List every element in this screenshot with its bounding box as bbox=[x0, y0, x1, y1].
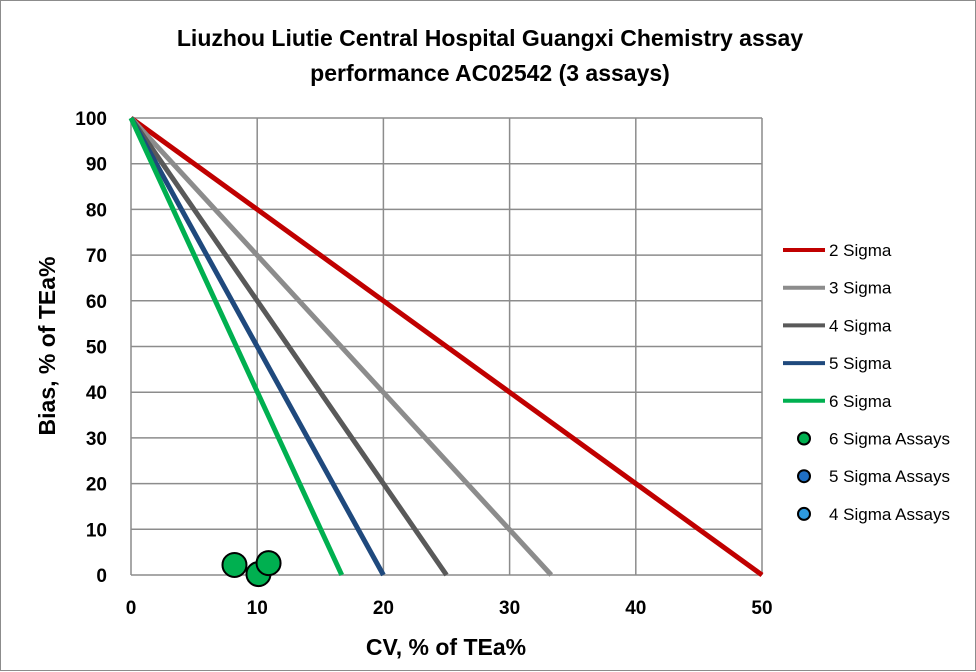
y-axis-title: Bias, % of TEa% bbox=[34, 257, 60, 436]
y-tick-label: 40 bbox=[86, 383, 107, 404]
series-line-3-sigma bbox=[129, 116, 554, 577]
legend-label: 2 Sigma bbox=[829, 241, 892, 260]
legend-label: 6 Sigma bbox=[829, 392, 892, 411]
y-tick-label: 30 bbox=[86, 429, 107, 450]
x-axis-title: CV, % of TEa% bbox=[366, 634, 526, 660]
legend: 2 Sigma 3 Sigma 4 Sigma 5 Sigma 6 Sigma 6 Sig… bbox=[783, 241, 950, 524]
legend-marker bbox=[797, 506, 811, 521]
legend-item-4-sigma: 4 Sigma bbox=[783, 316, 892, 335]
series-line-6-sigma bbox=[128, 116, 345, 577]
y-tick-label: 50 bbox=[86, 338, 107, 359]
series-line-4-sigma bbox=[128, 116, 449, 577]
x-tick-label: 30 bbox=[499, 598, 520, 619]
x-tick-label: 20 bbox=[373, 598, 394, 619]
legend-marker bbox=[797, 469, 811, 484]
y-tick-label: 10 bbox=[86, 520, 107, 541]
legend-label: 5 Sigma bbox=[829, 354, 892, 373]
legend-item-3-sigma: 3 Sigma bbox=[783, 279, 892, 298]
sigma-lines bbox=[128, 115, 764, 578]
y-tick-label: 80 bbox=[86, 200, 107, 221]
x-axis-ticks: 0 10 20 30 40 50 bbox=[126, 598, 773, 619]
legend-label: 4 Sigma Assays bbox=[829, 505, 950, 524]
y-tick-label: 0 bbox=[96, 566, 107, 587]
y-tick-label: 20 bbox=[86, 475, 107, 496]
assay-point bbox=[255, 550, 282, 577]
legend-item-2-sigma: 2 Sigma bbox=[783, 241, 892, 260]
series-line-5-sigma bbox=[128, 116, 386, 577]
x-tick-label: 0 bbox=[126, 598, 137, 619]
legend-label: 5 Sigma Assays bbox=[829, 467, 950, 486]
legend-item-5-sigma-assays: 5 Sigma Assays bbox=[797, 467, 950, 486]
assay-points bbox=[221, 550, 282, 588]
legend-item-4-sigma-assays: 4 Sigma Assays bbox=[797, 505, 950, 524]
series-line-2-sigma bbox=[129, 115, 764, 578]
y-tick-label: 100 bbox=[75, 109, 107, 130]
y-tick-label: 70 bbox=[86, 246, 107, 267]
legend-label: 6 Sigma Assays bbox=[829, 430, 950, 449]
y-axis-ticks: 0 10 20 30 40 50 60 70 80 90 100 bbox=[75, 109, 107, 587]
x-tick-label: 40 bbox=[625, 598, 646, 619]
legend-item-5-sigma: 5 Sigma bbox=[783, 354, 892, 373]
chart-title-line-1: Liuzhou Liutie Central Hospital Guangxi … bbox=[177, 25, 803, 51]
x-tick-label: 50 bbox=[751, 598, 772, 619]
x-tick-label: 10 bbox=[247, 598, 268, 619]
assay-point bbox=[221, 551, 248, 578]
y-tick-label: 60 bbox=[86, 292, 107, 313]
legend-label: 3 Sigma bbox=[829, 279, 892, 298]
y-tick-label: 90 bbox=[86, 155, 107, 176]
legend-label: 4 Sigma bbox=[829, 316, 892, 335]
legend-item-6-sigma-assays: 6 Sigma Assays bbox=[797, 430, 950, 449]
legend-marker bbox=[797, 431, 811, 446]
chart-title-line-2: performance AC02542 (3 assays) bbox=[310, 60, 670, 86]
legend-item-6-sigma: 6 Sigma bbox=[783, 392, 892, 411]
